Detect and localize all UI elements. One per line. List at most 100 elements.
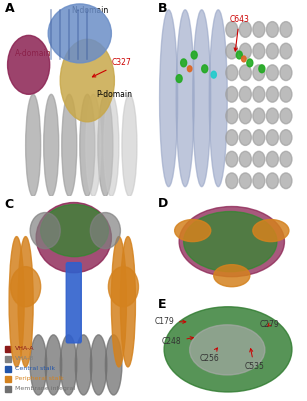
Ellipse shape <box>253 108 265 124</box>
Ellipse shape <box>266 87 278 102</box>
Ellipse shape <box>60 39 115 122</box>
Ellipse shape <box>239 173 251 188</box>
Ellipse shape <box>86 94 101 196</box>
Ellipse shape <box>179 207 285 277</box>
Text: A: A <box>5 2 14 15</box>
Ellipse shape <box>266 173 278 188</box>
Ellipse shape <box>175 220 211 241</box>
Ellipse shape <box>239 130 251 146</box>
Ellipse shape <box>253 87 265 102</box>
Text: D: D <box>158 198 168 211</box>
Text: C256: C256 <box>199 348 219 363</box>
Ellipse shape <box>253 151 265 167</box>
Ellipse shape <box>266 65 278 81</box>
Ellipse shape <box>253 130 265 146</box>
Ellipse shape <box>45 335 62 395</box>
Ellipse shape <box>193 10 211 187</box>
Ellipse shape <box>259 65 265 73</box>
Ellipse shape <box>226 22 238 37</box>
Ellipse shape <box>253 22 265 37</box>
Ellipse shape <box>30 335 47 395</box>
Ellipse shape <box>11 267 41 307</box>
Ellipse shape <box>211 71 216 78</box>
Text: C: C <box>5 198 14 211</box>
Text: C643: C643 <box>229 14 249 51</box>
Ellipse shape <box>62 94 77 196</box>
Ellipse shape <box>41 205 108 257</box>
Ellipse shape <box>36 203 111 273</box>
Text: E: E <box>158 298 167 311</box>
Text: C535: C535 <box>244 348 264 371</box>
Ellipse shape <box>30 213 60 249</box>
Ellipse shape <box>280 108 292 124</box>
Ellipse shape <box>120 237 135 367</box>
Ellipse shape <box>280 87 292 102</box>
Text: Central stalk: Central stalk <box>15 367 55 371</box>
Text: C179: C179 <box>154 317 186 326</box>
Ellipse shape <box>239 108 251 124</box>
Ellipse shape <box>236 51 242 59</box>
Ellipse shape <box>104 94 119 196</box>
Ellipse shape <box>280 130 292 146</box>
Ellipse shape <box>247 59 253 67</box>
Ellipse shape <box>80 94 95 196</box>
Ellipse shape <box>226 173 238 188</box>
Ellipse shape <box>48 4 111 63</box>
Ellipse shape <box>181 59 187 67</box>
Ellipse shape <box>242 56 246 62</box>
Ellipse shape <box>108 267 138 307</box>
Ellipse shape <box>239 43 251 59</box>
Ellipse shape <box>8 35 50 94</box>
Ellipse shape <box>280 173 292 188</box>
Ellipse shape <box>160 10 178 187</box>
Ellipse shape <box>239 151 251 167</box>
Ellipse shape <box>191 51 197 59</box>
Ellipse shape <box>226 87 238 102</box>
Text: A-domain: A-domain <box>15 49 52 58</box>
Ellipse shape <box>44 94 59 196</box>
Ellipse shape <box>75 335 92 395</box>
Text: C248: C248 <box>162 337 193 346</box>
Ellipse shape <box>266 22 278 37</box>
Ellipse shape <box>18 237 33 367</box>
Ellipse shape <box>266 108 278 124</box>
Ellipse shape <box>226 151 238 167</box>
Ellipse shape <box>122 94 137 196</box>
Ellipse shape <box>60 335 77 395</box>
Ellipse shape <box>253 43 265 59</box>
Ellipse shape <box>266 43 278 59</box>
Ellipse shape <box>164 307 292 392</box>
Ellipse shape <box>209 10 227 187</box>
Ellipse shape <box>226 43 238 59</box>
Ellipse shape <box>253 173 265 188</box>
Ellipse shape <box>111 237 126 367</box>
Ellipse shape <box>26 94 41 196</box>
Text: VHA-B: VHA-B <box>15 356 34 361</box>
Ellipse shape <box>187 66 192 72</box>
FancyBboxPatch shape <box>66 263 81 343</box>
Ellipse shape <box>202 65 208 73</box>
Text: Peripheral stalk: Peripheral stalk <box>15 377 64 381</box>
Text: C279: C279 <box>259 320 279 329</box>
Ellipse shape <box>266 151 278 167</box>
Ellipse shape <box>239 65 251 81</box>
Ellipse shape <box>98 94 113 196</box>
Text: N-domain: N-domain <box>72 6 109 15</box>
Ellipse shape <box>280 43 292 59</box>
Text: B: B <box>158 2 168 15</box>
Text: Membrane integral: Membrane integral <box>15 387 75 391</box>
Ellipse shape <box>90 335 107 395</box>
Ellipse shape <box>266 130 278 146</box>
Ellipse shape <box>226 108 238 124</box>
Text: P-domain: P-domain <box>96 90 132 99</box>
Ellipse shape <box>190 325 265 375</box>
Ellipse shape <box>90 213 120 249</box>
Ellipse shape <box>239 22 251 37</box>
Ellipse shape <box>176 75 182 83</box>
Ellipse shape <box>253 220 289 241</box>
Ellipse shape <box>253 65 265 81</box>
Ellipse shape <box>105 335 122 395</box>
Text: VHA-A: VHA-A <box>15 346 35 351</box>
Ellipse shape <box>176 10 194 187</box>
Ellipse shape <box>9 237 24 367</box>
